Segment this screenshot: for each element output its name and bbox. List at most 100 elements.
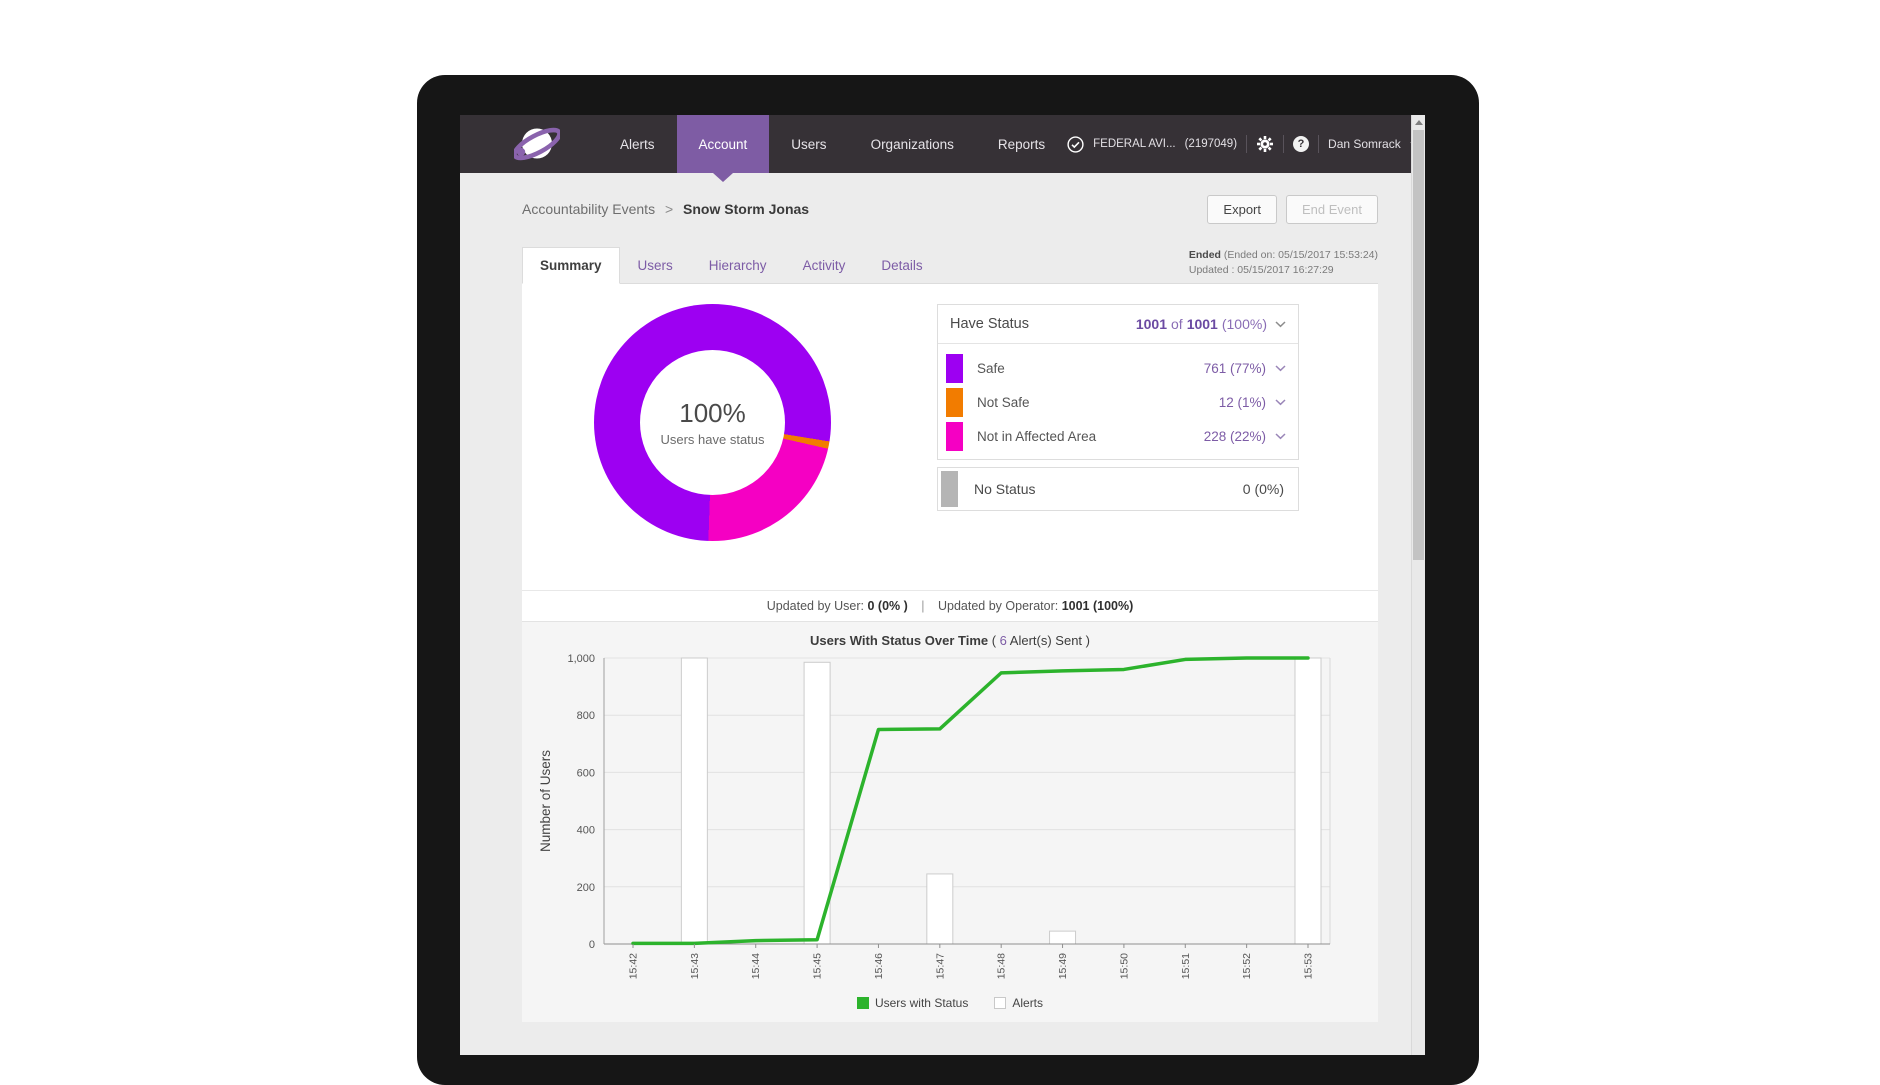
nav-divider [1283, 135, 1285, 153]
tab-strip: Summary Users Hierarchy Activity Details [522, 247, 941, 284]
svg-text:800: 800 [577, 710, 595, 722]
donut-center: 100% Users have status [640, 350, 785, 495]
org-status-check-icon [1067, 135, 1084, 153]
svg-text:15:51: 15:51 [1180, 953, 1192, 979]
nav-items: Alerts Account Users Organizations Reports [598, 115, 1067, 182]
status-swatch [946, 421, 963, 451]
tab-users[interactable]: Users [637, 258, 673, 273]
legend-swatch-icon [994, 997, 1007, 1009]
updated-by-user-value: 0 (0% ) [867, 599, 908, 613]
chart-subtitle-prefix: ( [988, 633, 1000, 648]
tab-activity[interactable]: Activity [802, 258, 846, 273]
org-name-label[interactable]: FEDERAL AVI... [1093, 138, 1176, 150]
svg-text:600: 600 [577, 767, 595, 779]
svg-text:200: 200 [577, 882, 595, 894]
status-row-chevron-icon[interactable] [1275, 364, 1286, 372]
svg-text:15:44: 15:44 [750, 953, 762, 979]
status-swatch [946, 353, 963, 383]
event-ended-detail: (Ended on: 05/15/2017 15:53:24) [1220, 248, 1378, 261]
updated-by-operator-value: 1001 (100%) [1061, 599, 1134, 613]
nav-divider [1318, 135, 1320, 153]
legend-item-alerts: Alerts [994, 996, 1043, 1010]
header-actions: Export End Event [1207, 194, 1378, 224]
svg-text:15:49: 15:49 [1057, 953, 1069, 979]
svg-text:15:52: 15:52 [1241, 953, 1253, 979]
nav-item-alerts[interactable]: Alerts [620, 136, 655, 152]
export-button[interactable]: Export [1207, 194, 1277, 224]
status-row-safe[interactable]: Safe 761 (77%) [938, 351, 1298, 385]
breadcrumb-separator: > [664, 201, 674, 217]
status-row-value: 12 (1%) [1219, 395, 1286, 410]
y-tick-labels: 0 200 400 600 800 1,000 [567, 653, 595, 951]
status-row-count: 228 (22%) [1203, 428, 1266, 444]
no-status-box: No Status 0 (0%) [937, 467, 1299, 511]
tab-hierarchy[interactable]: Hierarchy [708, 258, 767, 273]
nav-item-organizations[interactable]: Organizations [870, 136, 954, 152]
svg-text:15:53: 15:53 [1303, 953, 1315, 979]
event-meta: Ended (Ended on: 05/15/2017 15:53:24) Up… [1189, 248, 1378, 285]
status-row-label: Not in Affected Area [977, 428, 1097, 444]
have-status-chevron-icon[interactable] [1275, 320, 1286, 328]
user-menu[interactable]: Dan Somrack [1328, 137, 1401, 151]
svg-text:15:47: 15:47 [934, 953, 946, 979]
nav-item-account[interactable]: Account [676, 115, 770, 182]
legend-swatch-icon [856, 997, 869, 1009]
nav-item-users[interactable]: Users [791, 136, 827, 152]
svg-text:15:48: 15:48 [996, 953, 1008, 979]
nav-divider [1246, 135, 1248, 153]
status-row-chevron-icon[interactable] [1275, 432, 1286, 440]
chart-legend: Users with Status Alerts [522, 996, 1378, 1022]
svg-text:15:50: 15:50 [1118, 953, 1130, 979]
monitor-bezel: Alerts Account Users Organizations Reports F… [417, 75, 1479, 1085]
chart-subtitle-suffix: Alert(s) Sent ) [1006, 633, 1090, 648]
chart-title-text: Users With Status Over Time [810, 633, 989, 648]
y-axis-title: Number of Users [538, 750, 553, 852]
tab-details[interactable]: Details [881, 258, 923, 273]
status-row-chevron-icon[interactable] [1275, 398, 1286, 406]
status-row-not-in-affected-area[interactable]: Not in Affected Area 228 (22%) [938, 419, 1298, 453]
status-row-value: 228 (22%) [1204, 429, 1286, 444]
chart-title: Users With Status Over Time ( 6 Alert(s)… [522, 633, 1378, 651]
screen: Alerts Account Users Organizations Reports F… [460, 115, 1425, 1055]
status-row-count: 12 (1%) [1218, 394, 1266, 410]
have-status-pct: (100%) [1221, 316, 1267, 332]
updated-summary-row: Updated by User: 0 (0% ) | Updated by Op… [522, 590, 1378, 622]
no-status-label: No Status [974, 481, 1036, 497]
have-status-header[interactable]: Have Status 1001 of 1001 (100%) [938, 305, 1298, 344]
tab-summary[interactable]: Summary [522, 247, 620, 284]
have-status-num2: 1001 [1186, 316, 1218, 332]
breadcrumb: Accountability Events > Snow Storm Jonas [522, 201, 809, 217]
status-row-value: 761 (77%) [1204, 361, 1286, 376]
users-over-time-chart: 0 200 400 600 800 1,000 15:42 15:43 15:44 15:45 15… [522, 651, 1378, 996]
legend-label: Alerts [1012, 996, 1044, 1010]
have-status-of: of [1171, 316, 1183, 332]
tabs-row: Summary Users Hierarchy Activity Details End… [522, 247, 1378, 284]
svg-text:15:42: 15:42 [628, 953, 640, 979]
nav-item-reports[interactable]: Reports [997, 136, 1046, 152]
updated-by-user-label: Updated by User: [766, 599, 864, 613]
brand-planet-logo-icon[interactable] [514, 121, 560, 167]
legend-label: Users with Status [874, 996, 969, 1010]
status-row-label: Not Safe [977, 394, 1030, 410]
status-swatch [946, 387, 963, 417]
top-navbar: Alerts Account Users Organizations Reports F… [460, 115, 1425, 182]
status-row-count: 761 (77%) [1203, 360, 1266, 376]
have-status-box: Have Status 1001 of 1001 (100%) [937, 304, 1299, 460]
nav-right-cluster: FEDERAL AVI... (2197049) [1067, 135, 1421, 153]
settings-gear-icon[interactable] [1256, 135, 1274, 153]
scrollbar-up-arrow-icon[interactable] [1414, 120, 1423, 125]
help-icon[interactable]: ? [1293, 136, 1310, 152]
breadcrumb-parent-link[interactable]: Accountability Events [522, 201, 656, 217]
status-donut-chart: 100% Users have status [594, 304, 831, 541]
updated-separator: | [921, 599, 925, 613]
scrollbar-thumb[interactable] [1413, 130, 1424, 560]
alert-bars [680, 657, 1322, 945]
event-ended-label: Ended [1188, 248, 1221, 261]
chart-alerts-count: 6 [999, 633, 1007, 648]
page-header: Accountability Events > Snow Storm Jonas… [522, 193, 1378, 225]
end-event-button[interactable]: End Event [1286, 194, 1378, 224]
status-row-not-safe[interactable]: Not Safe 12 (1%) [938, 385, 1298, 419]
x-tick-labels: 15:42 15:43 15:44 15:45 15:46 15:47 15:48 15:49… [628, 944, 1315, 979]
y-gridlines [604, 657, 1330, 888]
vertical-scrollbar[interactable] [1411, 115, 1425, 1055]
